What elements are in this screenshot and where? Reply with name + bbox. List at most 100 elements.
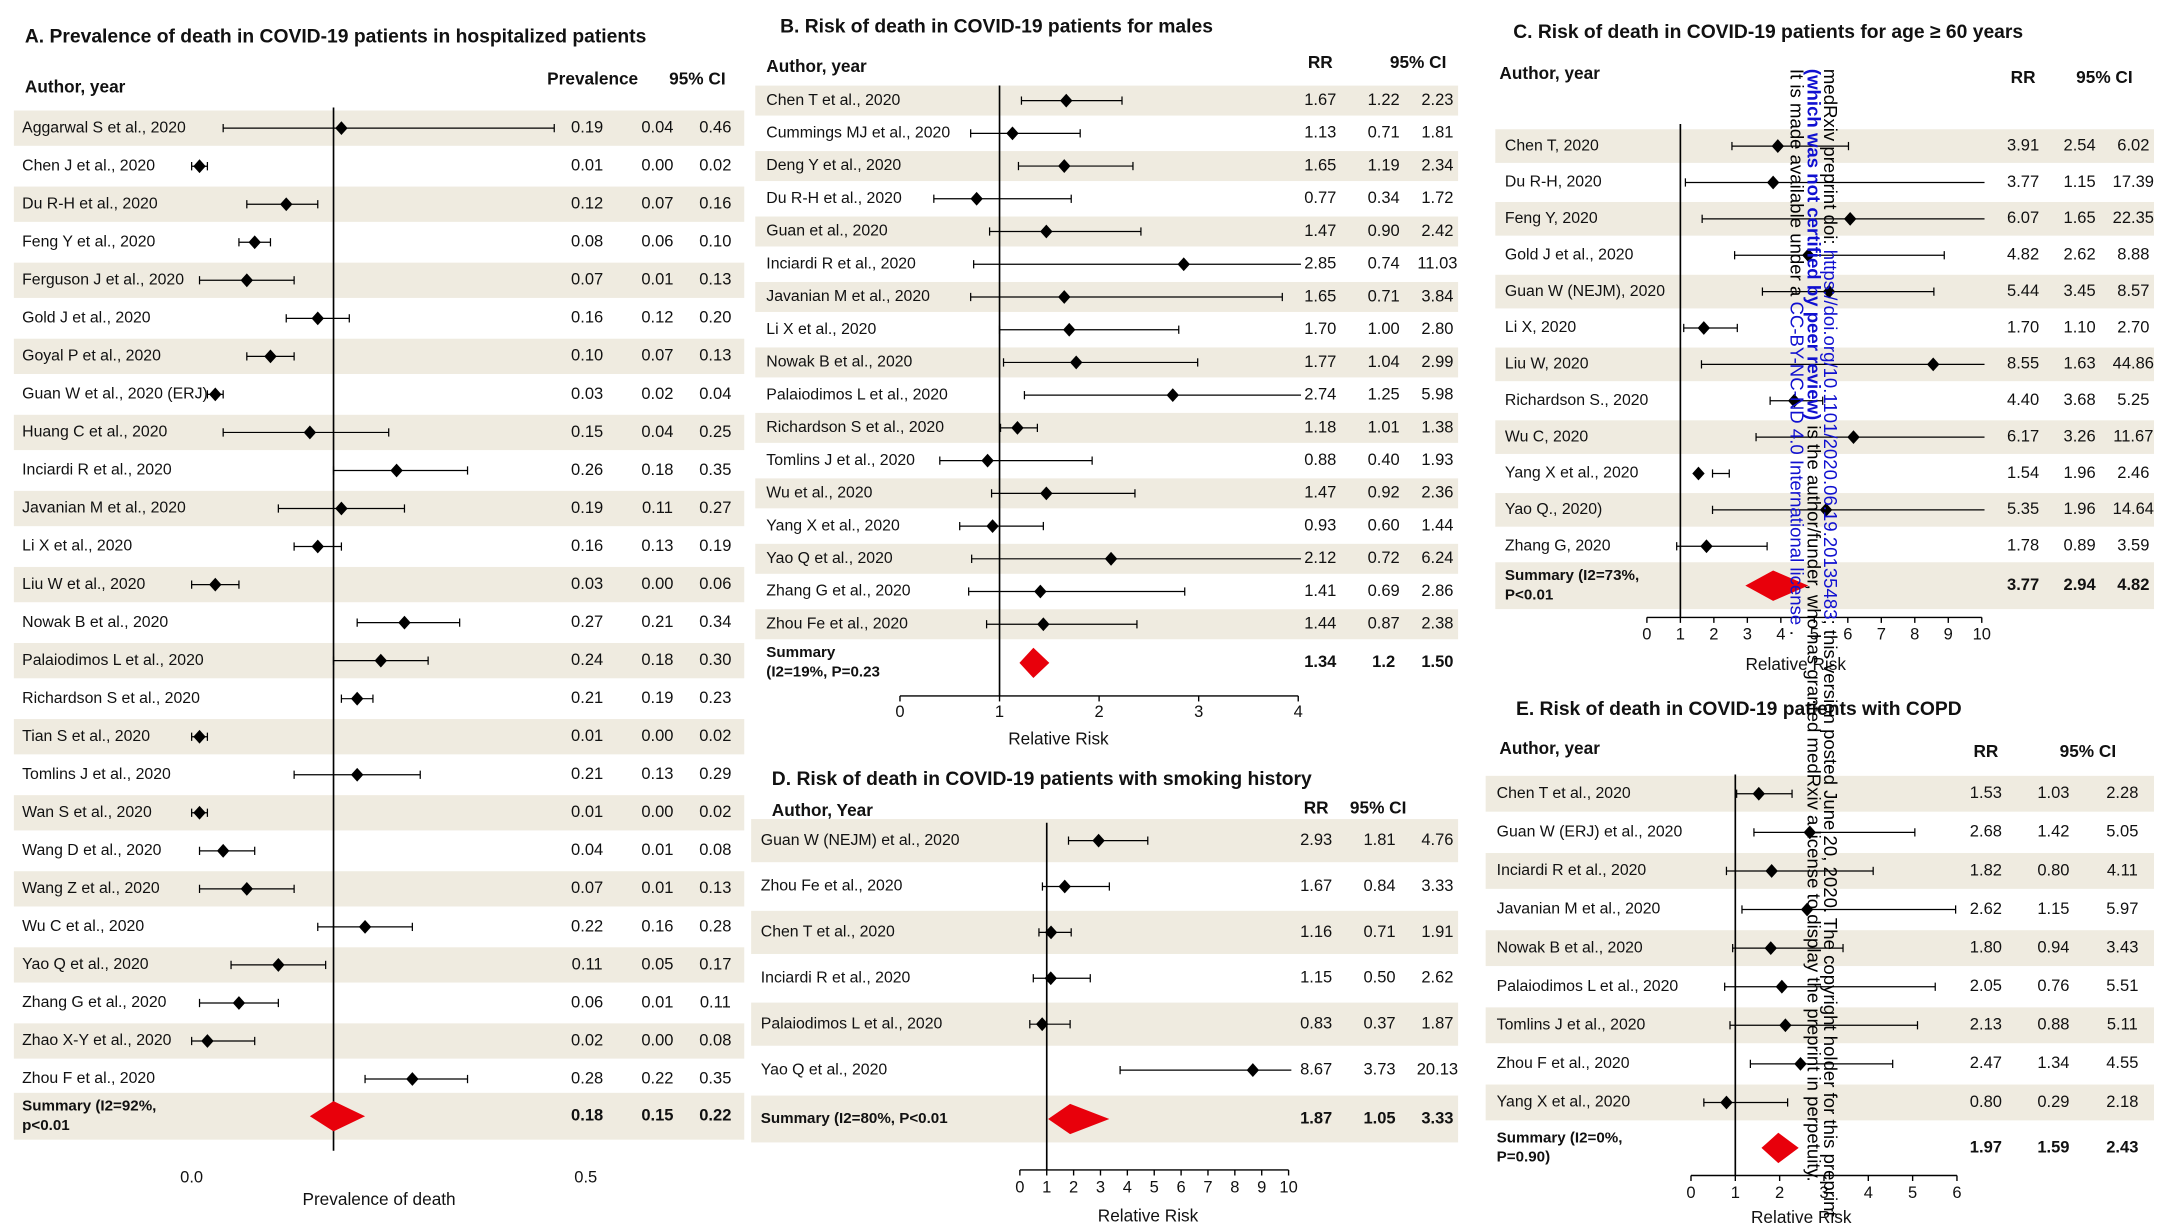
study-label: Palaiodimos L et al., 2020 <box>761 1015 943 1032</box>
study-label: Wu C et al., 2020 <box>22 918 144 935</box>
row-band <box>751 1002 1459 1046</box>
point-estimate <box>232 996 246 1010</box>
upper-label: 3.84 <box>1421 286 1453 305</box>
upper-label: 2.28 <box>2106 783 2138 802</box>
lower-label: 1.42 <box>2037 822 2069 841</box>
lower-label: 0.40 <box>1368 450 1400 469</box>
summary-diamond <box>1745 570 1809 601</box>
lower-label: 0.72 <box>1368 548 1400 567</box>
study-label: Nowak B et al., 2020 <box>766 354 912 371</box>
point-estimate <box>1177 257 1190 272</box>
estimate-label: 8.67 <box>1300 1059 1332 1078</box>
upper-label: 14.64 <box>2113 499 2154 518</box>
upper-label: 8.88 <box>2117 245 2149 264</box>
lower-label: 0.92 <box>1368 483 1400 502</box>
estimate-label: 1.54 <box>2007 463 2039 482</box>
x-axis-label: Relative Risk <box>1098 1205 1199 1225</box>
upper-label: 0.08 <box>699 840 731 859</box>
study-label: Richardson S et al., 2020 <box>22 690 200 707</box>
study-label: Chen T, 2020 <box>1505 137 1599 154</box>
row-band <box>13 338 745 375</box>
upper-label: 22.35 <box>2113 208 2154 227</box>
lower-label: 1.03 <box>2037 783 2069 802</box>
point-estimate <box>303 425 317 440</box>
watermark-line: medRxiv preprint doi: https://doi.org/10… <box>1820 69 1841 1218</box>
point-estimate <box>1766 175 1780 190</box>
upper-label: 20.13 <box>1417 1059 1458 1078</box>
lower-label: 0.84 <box>1363 876 1395 895</box>
study-label: Inciardi R et al., 2020 <box>22 462 172 479</box>
lower-label: 0.87 <box>1368 614 1400 633</box>
estimate-label: 0.15 <box>571 422 603 441</box>
point-estimate <box>1800 902 1814 917</box>
estimate-label: 0.16 <box>571 308 603 327</box>
lower-label: 3.45 <box>2064 281 2096 300</box>
lower-label: 0.71 <box>1368 286 1400 305</box>
lower-label: 1.15 <box>2037 899 2069 918</box>
upper-label: 0.17 <box>699 954 731 973</box>
point-estimate <box>264 349 277 364</box>
summary-label: Summary (I2=0%, <box>1497 1129 1623 1146</box>
estimate-label: 5.44 <box>2007 281 2039 300</box>
estimate-label: 0.19 <box>571 118 603 137</box>
estimate-label: 1.65 <box>1304 155 1336 174</box>
upper-label: 2.34 <box>1421 155 1453 174</box>
point-estimate <box>1697 321 1711 335</box>
point-estimate <box>1006 126 1019 141</box>
study-label: Yao Q et al., 2020 <box>761 1061 888 1078</box>
lower-label: 1.00 <box>1368 319 1400 338</box>
estimate-label: 1.47 <box>1304 483 1336 502</box>
x-tick-label: 0 <box>895 702 904 721</box>
watermark-segment: It is made available under a <box>1787 69 1808 302</box>
row-band <box>755 412 1459 443</box>
estimate-label: 1.65 <box>1304 286 1336 305</box>
lower-label: 1.22 <box>1368 90 1400 109</box>
x-tick-label: 4 <box>1864 1183 1873 1202</box>
study-label: Zhao X-Y et al., 2020 <box>22 1032 171 1049</box>
estimate-label: 4.40 <box>2007 390 2039 409</box>
lower-label: 1.96 <box>2064 463 2096 482</box>
study-label: Javanian M et al., 2020 <box>1497 901 1661 918</box>
lower-label: 0.29 <box>2037 1092 2069 1111</box>
x-tick-label: 10 <box>1973 625 1991 644</box>
point-estimate <box>1040 224 1053 239</box>
point-estimate <box>335 121 348 136</box>
study-label: Palaiodimos L et al., 2020 <box>766 386 948 403</box>
x-tick-label: 3 <box>1819 1183 1828 1202</box>
lower-label: 0.88 <box>2037 1015 2069 1034</box>
lower-label: 0.34 <box>1368 188 1400 207</box>
lower-label: 0.06 <box>641 232 673 251</box>
summary-label: P=0.90) <box>1497 1149 1550 1166</box>
study-label: Li X et al., 2020 <box>766 321 876 338</box>
study-label: Zhou Fe et al., 2020 <box>766 615 908 632</box>
point-estimate <box>193 805 206 820</box>
upper-label: 4.55 <box>2106 1053 2138 1072</box>
lower-label: 0.00 <box>641 726 673 745</box>
watermark-segment: . <box>1787 625 1808 635</box>
upper-label: 0.35 <box>699 1068 731 1087</box>
point-estimate <box>1058 159 1071 173</box>
x-tick-label: 6 <box>1952 1183 1961 1202</box>
study-label: Wu et al., 2020 <box>766 485 872 502</box>
lower-label: 3.26 <box>2064 426 2096 445</box>
upper-label: 0.34 <box>699 612 731 631</box>
study-label: Guan W et al., 2020 (ERJ) <box>22 386 208 403</box>
point-estimate <box>1058 290 1071 304</box>
lower-label: 0.22 <box>641 1068 673 1087</box>
point-estimate <box>1720 1095 1733 1110</box>
point-estimate <box>358 920 372 934</box>
estimate-label: 1.53 <box>1970 783 2002 802</box>
summary-label: p<0.01 <box>22 1117 70 1134</box>
upper-label: 2.36 <box>1421 483 1453 502</box>
row-band <box>13 186 745 222</box>
row-band <box>13 1023 745 1059</box>
estimate-label: 1.70 <box>1304 319 1336 338</box>
study-label: Aggarwal S et al., 2020 <box>22 119 186 136</box>
study-label: Inciardi R et al., 2020 <box>1497 862 1647 879</box>
upper-label: 2.86 <box>1421 581 1453 600</box>
study-label: Guan W (NEJM), 2020 <box>1505 283 1665 300</box>
summary-upper: 2.43 <box>2106 1137 2138 1156</box>
lower-label: 1.65 <box>2064 208 2096 227</box>
upper-label: 8.57 <box>2117 281 2149 300</box>
estimate-header: Prevalence <box>547 68 638 88</box>
